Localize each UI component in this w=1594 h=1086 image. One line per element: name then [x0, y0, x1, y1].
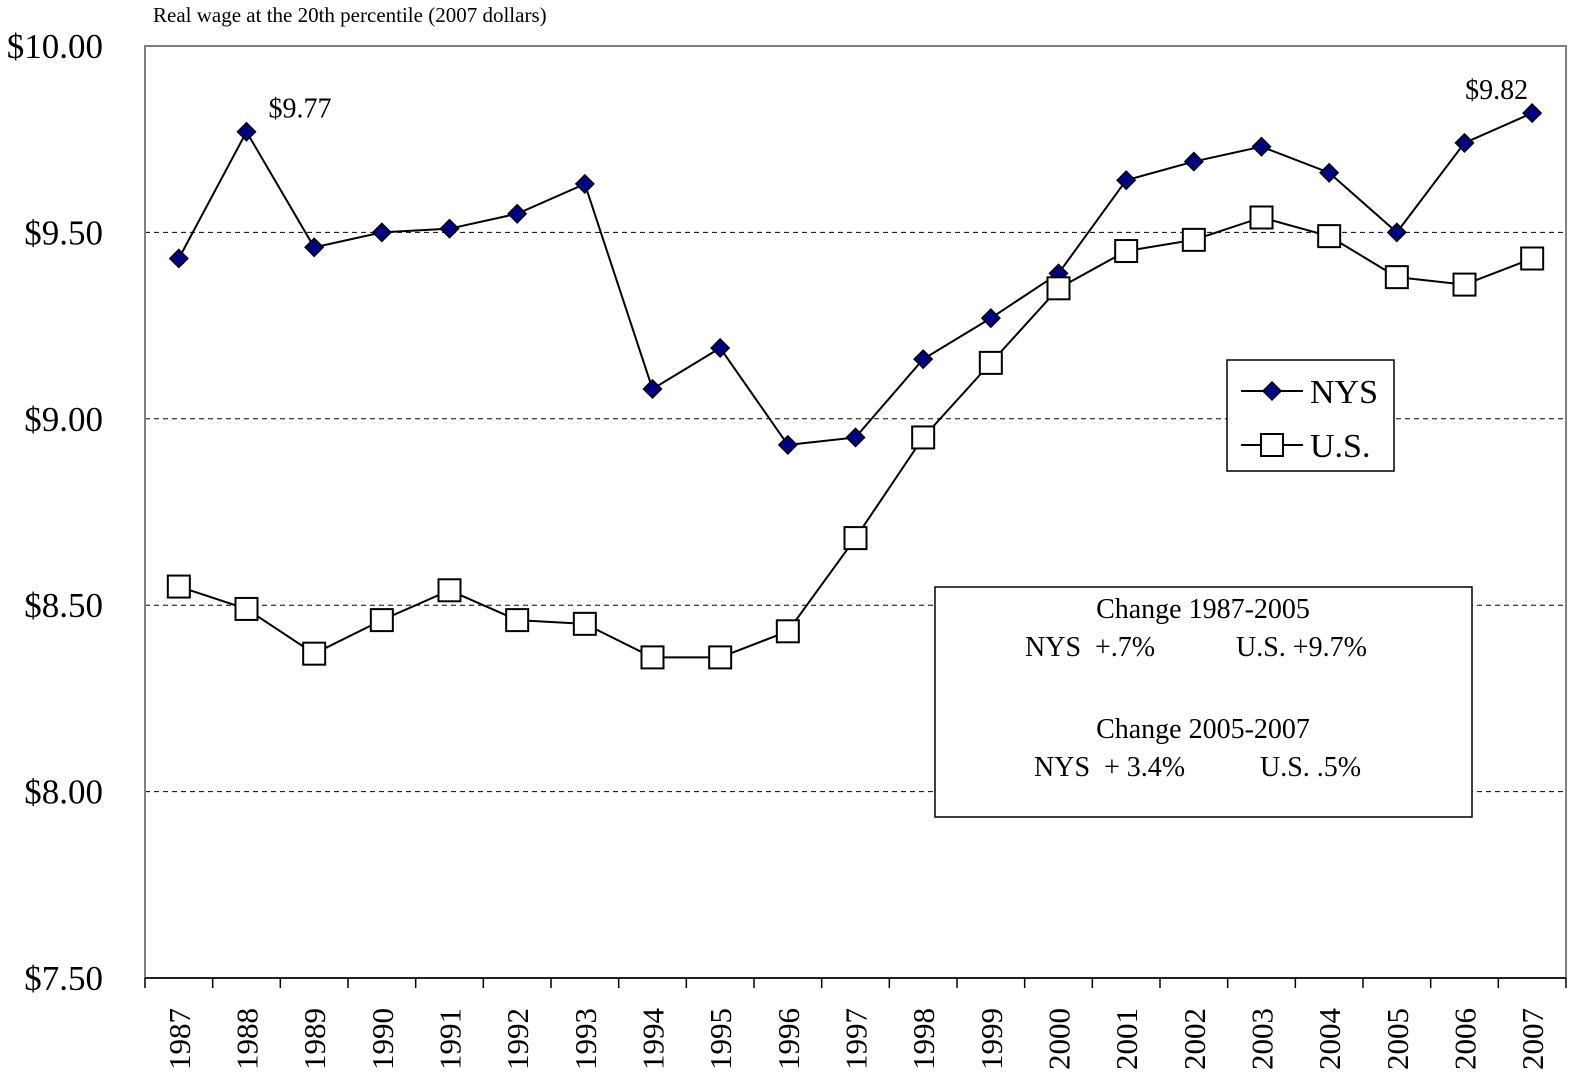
data-point	[980, 308, 1001, 329]
legend-box	[1226, 359, 1395, 472]
plot-frame	[144, 45, 1567, 979]
data-label: $9.82	[1465, 75, 1528, 106]
data-point	[572, 611, 597, 636]
data-point	[640, 645, 665, 670]
data-point	[369, 608, 394, 633]
data-point	[710, 337, 731, 359]
legend-label: U.S.	[1310, 428, 1370, 465]
annotation-title: Change 1987-2005	[1096, 594, 1310, 625]
x-tick-label: 1991	[433, 1008, 468, 1070]
x-tick-label: 2007	[1515, 1008, 1550, 1070]
x-tick-label: 2001	[1109, 1008, 1144, 1070]
data-point	[1522, 103, 1543, 124]
x-tick-label: 1998	[906, 1008, 941, 1070]
data-point	[437, 578, 462, 603]
data-point	[1384, 265, 1409, 290]
data-point	[1183, 151, 1204, 172]
data-point	[775, 619, 800, 644]
x-tick-label: 2003	[1245, 1008, 1280, 1070]
x-tick-label: 1988	[230, 1008, 265, 1070]
data-point	[911, 425, 936, 450]
y-tick-label: $10.00	[7, 27, 103, 66]
data-point	[1386, 222, 1407, 243]
data-point	[708, 645, 733, 670]
data-point	[1181, 227, 1206, 252]
x-tick-label: 1990	[365, 1008, 400, 1070]
data-point	[574, 173, 595, 194]
data-point	[1319, 162, 1340, 183]
data-point	[302, 641, 327, 666]
data-point	[1454, 132, 1475, 153]
legend-marker	[1260, 433, 1284, 457]
data-point	[234, 596, 259, 621]
data-point	[913, 349, 934, 370]
data-point	[843, 526, 868, 551]
data-label: $9.77	[269, 94, 332, 125]
legend-label: NYS	[1310, 374, 1378, 411]
data-point	[236, 121, 257, 142]
data-point	[166, 574, 191, 599]
x-tick-label: 2005	[1380, 1008, 1415, 1070]
x-tick-label: 1999	[974, 1008, 1009, 1070]
data-point	[439, 218, 460, 239]
annotation-box	[934, 586, 1473, 818]
data-point	[1251, 136, 1272, 157]
data-point	[1116, 170, 1137, 191]
data-point	[1046, 276, 1071, 301]
data-point	[777, 434, 798, 455]
annotation-item: NYS + 3.4%	[1034, 752, 1185, 783]
data-point	[507, 203, 528, 224]
x-tick-label: 2006	[1448, 1008, 1483, 1070]
data-point	[1114, 239, 1139, 264]
x-tick-label: 1997	[839, 1008, 874, 1070]
x-tick-label: 1987	[162, 1008, 197, 1070]
annotation-item: U.S. .5%	[1260, 752, 1361, 783]
y-tick-label: $8.50	[24, 586, 103, 625]
x-tick-label: 1995	[703, 1008, 738, 1070]
data-point	[1452, 272, 1477, 297]
data-point	[371, 222, 392, 243]
x-tick-label: 1993	[568, 1008, 603, 1070]
data-point	[1249, 205, 1274, 230]
annotation-item: NYS +.7%	[1025, 632, 1155, 663]
chart-title: Real wage at the 20th percentile (2007 d…	[153, 3, 547, 27]
x-tick-label: 1992	[500, 1008, 535, 1070]
x-tick-label: 2004	[1312, 1008, 1347, 1071]
legend-marker	[1261, 380, 1283, 402]
x-tick-label: 2000	[1042, 1008, 1077, 1070]
annotation-item: U.S. +9.7%	[1236, 632, 1367, 663]
x-tick-label: 1994	[636, 1008, 671, 1071]
data-point	[304, 237, 325, 258]
data-point	[978, 350, 1003, 375]
y-tick-label: $8.00	[24, 773, 103, 812]
data-point	[505, 608, 530, 633]
data-point	[845, 427, 866, 448]
annotation-title: Change 2005-2007	[1096, 714, 1310, 745]
x-tick-label: 2002	[1177, 1008, 1212, 1070]
y-tick-label: $9.50	[24, 213, 103, 252]
x-tick-label: 1996	[771, 1008, 806, 1070]
data-point	[168, 248, 189, 269]
data-point	[642, 378, 663, 400]
y-tick-label: $7.50	[24, 959, 103, 998]
x-tick-label: 1989	[297, 1008, 332, 1070]
data-point	[1520, 246, 1545, 271]
data-point	[1317, 224, 1342, 249]
y-tick-label: $9.00	[24, 400, 103, 439]
